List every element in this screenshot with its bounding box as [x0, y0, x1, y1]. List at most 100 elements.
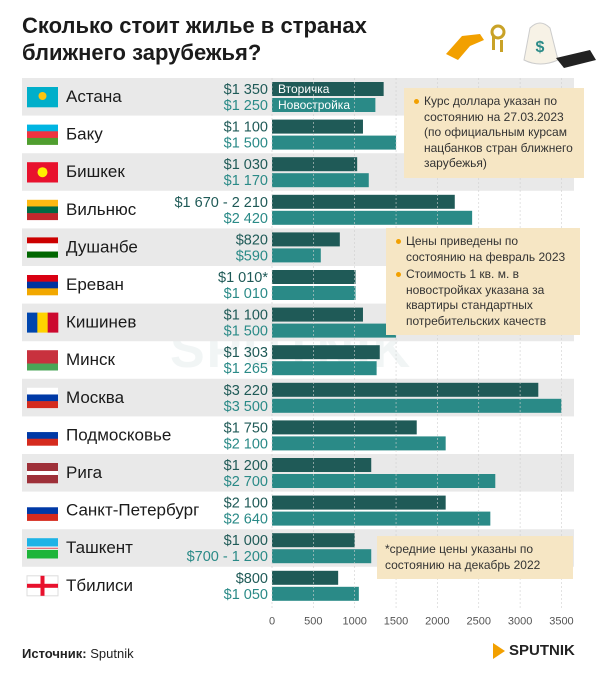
city-label: Подмосковье: [66, 425, 171, 444]
bar-new-build: [272, 323, 397, 338]
bar-secondary: [272, 570, 339, 585]
new-build-value-label: $3 500: [224, 399, 268, 415]
new-build-value-label: $590: [236, 248, 268, 264]
flag-uz-icon: [27, 538, 58, 559]
secondary-value-label: $1 100: [224, 120, 268, 136]
bar-secondary: [272, 194, 455, 209]
flag-md-icon: [27, 312, 59, 333]
new-build-value-label: $1 500: [224, 324, 268, 340]
flag-ru-icon: [27, 387, 58, 409]
city-label: Вильнюс: [66, 200, 137, 219]
secondary-value-label: $1 200: [224, 458, 268, 474]
flag-tj-icon: [27, 237, 58, 258]
x-tick-label: 3000: [508, 615, 532, 627]
house-keys-illustration: $: [446, 22, 596, 68]
new-build-value-label: $2 640: [224, 512, 268, 528]
city-label: Минск: [66, 350, 116, 369]
x-tick-label: 2000: [425, 615, 449, 627]
secondary-value-label: $1 670 - 2 210: [174, 195, 268, 211]
x-tick-label: 2500: [467, 615, 491, 627]
secondary-value-label: $820: [236, 232, 268, 248]
bar-secondary: [272, 119, 363, 134]
new-build-value-label: $700 - 1 200: [187, 549, 268, 565]
secondary-value-label: $1 350: [224, 82, 268, 98]
x-tick-label: 1500: [384, 615, 408, 627]
bar-new-build: [272, 173, 369, 188]
bar-new-build: [272, 210, 473, 225]
bar-secondary: [272, 382, 539, 397]
new-build-value-label: $2 700: [224, 474, 268, 490]
new-build-value-label: $1 500: [224, 136, 268, 152]
secondary-value-label: $2 100: [224, 496, 268, 512]
brand-name: SPUTNIK: [509, 642, 575, 659]
city-label: Бишкек: [66, 162, 125, 181]
city-label: Ереван: [66, 275, 124, 294]
bar-new-build: [272, 361, 377, 376]
new-build-value-label: $1 170: [224, 173, 268, 189]
flag-lt-icon: [27, 199, 58, 221]
brand-logo: SPUTNIK: [493, 642, 575, 659]
flag-lv-icon: [27, 463, 58, 484]
city-label: Ташкент: [66, 538, 133, 557]
key-hand-icon: [446, 24, 506, 60]
bar-secondary: [272, 157, 358, 172]
bar-secondary: [272, 495, 446, 510]
secondary-value-label: $1 010*: [218, 270, 268, 286]
secondary-value-label: $3 220: [224, 383, 268, 399]
x-tick-label: 0: [269, 615, 275, 627]
note-currency-text: Курс доллара указан по состоянию на 27.0…: [414, 94, 576, 172]
note-prices: Цены приведены по состоянию на февраль 2…: [386, 228, 580, 335]
bar-new-build: [272, 135, 397, 150]
flag-ge-icon: [26, 575, 59, 597]
city-label: Рига: [66, 463, 103, 482]
city-label: Санкт-Петербург: [66, 501, 199, 520]
arrow-icon: [493, 642, 505, 659]
bar-secondary: [272, 82, 384, 96]
bar-secondary: [272, 420, 417, 435]
source-label: Источник:: [22, 646, 87, 661]
bar-secondary: [272, 232, 340, 247]
bar-new-build: [272, 248, 321, 263]
secondary-value-label: $800: [236, 571, 268, 587]
flag-kg-icon: [27, 162, 58, 183]
bar-new-build: [272, 586, 359, 601]
new-build-value-label: $1 250: [224, 98, 268, 114]
secondary-value-label: $1 303: [224, 345, 268, 361]
source-value: Sputnik: [90, 646, 134, 661]
bar-new-build: [272, 436, 446, 451]
bar-new-build: [272, 398, 562, 413]
secondary-value-label: $1 000: [224, 533, 268, 549]
x-tick-label: 500: [304, 615, 322, 627]
legend-new-build-label: Новостройка: [278, 98, 350, 112]
city-label: Баку: [66, 125, 103, 144]
city-label: Кишинев: [66, 313, 136, 332]
x-tick-label: 3500: [549, 615, 573, 627]
bar-new-build: [272, 286, 356, 300]
secondary-value-label: $1 030: [224, 157, 268, 173]
note-prices-date: Цены приведены по состоянию на февраль 2…: [396, 234, 572, 265]
city-label: Москва: [66, 388, 125, 407]
flag-ru-icon: [27, 425, 58, 446]
bar-secondary: [272, 533, 355, 548]
new-build-value-label: $2 100: [224, 436, 268, 452]
page-title: Сколько стоит жилье в странах ближнего з…: [22, 13, 367, 65]
legend-secondary-label: Вторичка: [278, 82, 330, 96]
svg-text:$: $: [536, 39, 545, 56]
bar-new-build: [272, 474, 496, 488]
bar-new-build: [272, 511, 491, 526]
city-label: Астана: [66, 87, 122, 106]
new-build-value-label: $1 265: [224, 361, 268, 377]
note-averages: *средние цены указаны по состоянию на де…: [377, 536, 573, 579]
city-label: Душанбе: [66, 237, 138, 256]
flag-az-icon: [27, 124, 58, 145]
city-label: Тбилиси: [66, 576, 133, 595]
money-bag-icon: $: [523, 22, 596, 68]
bar-new-build: [272, 549, 372, 564]
bar-secondary: [272, 345, 380, 360]
bar-secondary: [272, 307, 363, 322]
note-cost-basis: Стоимость 1 кв. м. в новостройках указан…: [396, 267, 572, 329]
new-build-value-label: $1 010: [224, 286, 268, 302]
source-line: Источник: Sputnik: [22, 646, 134, 661]
flag-kz-icon: [27, 87, 58, 108]
bar-secondary: [272, 458, 372, 472]
